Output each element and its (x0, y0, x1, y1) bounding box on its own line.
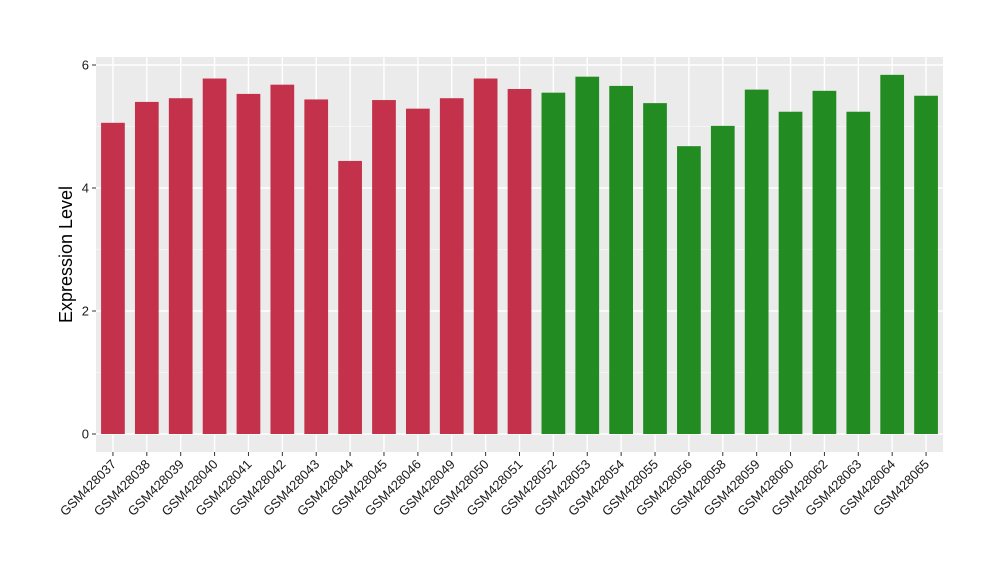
y-tick-label: 0 (82, 427, 89, 442)
bar-GSM428056 (677, 146, 701, 434)
bar-GSM428059 (744, 89, 769, 434)
bar-GSM428050 (473, 78, 498, 434)
y-tick-label: 4 (82, 181, 89, 196)
bar-GSM428042 (270, 84, 295, 435)
y-tick-label: 6 (82, 58, 89, 73)
bar-GSM428041 (236, 93, 261, 434)
bar-GSM428060 (778, 111, 803, 435)
bar-GSM428043 (304, 99, 329, 434)
y-axis-title: Expression Level (56, 186, 76, 323)
bar-GSM428040 (202, 78, 227, 434)
bar-GSM428063 (846, 111, 871, 435)
bar-GSM428046 (406, 108, 430, 434)
bar-GSM428049 (439, 98, 464, 435)
bar-GSM428044 (338, 160, 362, 434)
bar-GSM428055 (643, 103, 667, 434)
bar-GSM428052 (541, 92, 566, 435)
y-tick-label: 2 (82, 304, 89, 319)
bars (101, 74, 938, 435)
bar-GSM428054 (609, 85, 633, 434)
bar-GSM428038 (134, 101, 159, 435)
bar-GSM428037 (101, 122, 125, 434)
bar-GSM428065 (914, 95, 938, 434)
bar-GSM428058 (710, 125, 735, 434)
bar-GSM428045 (372, 100, 396, 435)
bar-GSM428051 (507, 88, 532, 435)
bar-GSM428039 (168, 98, 193, 435)
bar-GSM428062 (812, 90, 837, 434)
bar-GSM428064 (880, 74, 905, 434)
bar-GSM428053 (575, 76, 600, 434)
